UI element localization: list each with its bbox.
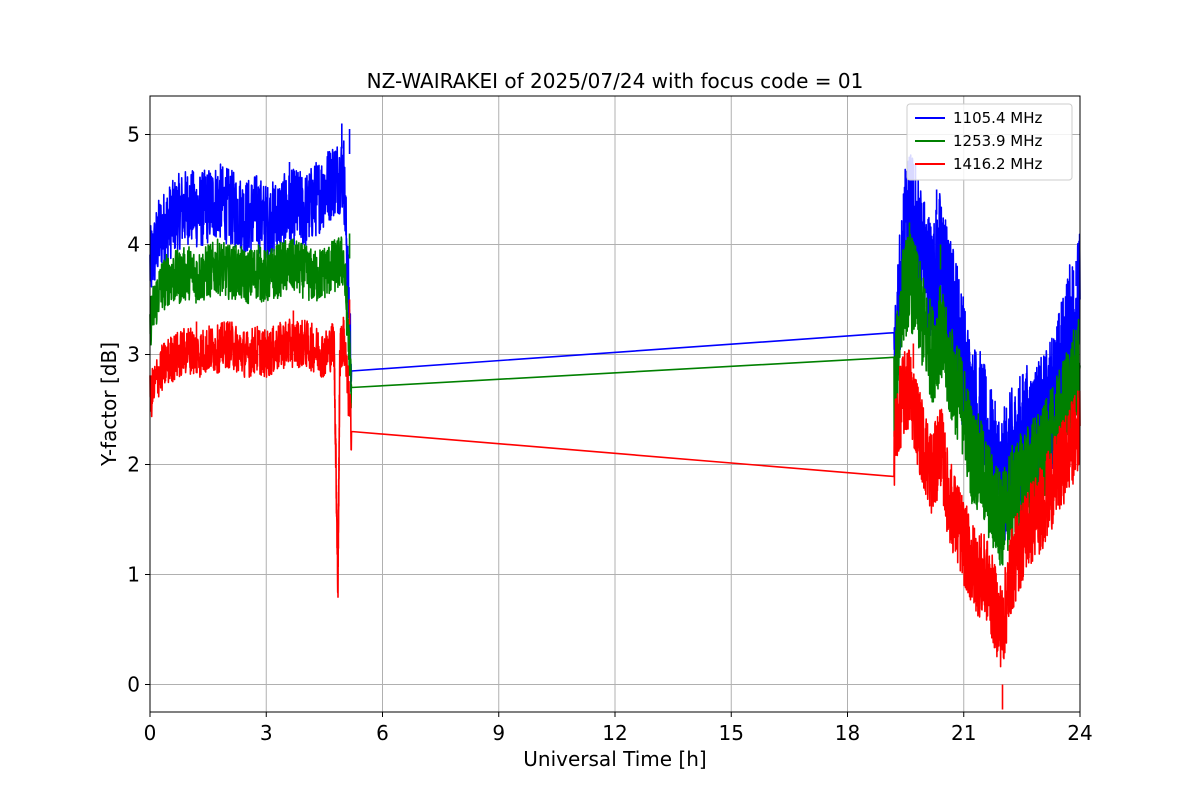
x-axis: 0 3 6 9 12 15 18 21 24 bbox=[144, 712, 1093, 745]
x-tick-label-0: 0 bbox=[144, 721, 157, 745]
x-tick-label-4: 12 bbox=[602, 721, 627, 745]
y-axis-label: Y-factor [dB] bbox=[97, 342, 121, 467]
legend: 1105.4 MHz 1253.9 MHz 1416.2 MHz bbox=[906, 103, 1073, 181]
x-axis-label: Universal Time [h] bbox=[523, 747, 706, 771]
y-tick-label-5: 5 bbox=[127, 123, 140, 147]
y-tick-label-1: 1 bbox=[127, 563, 140, 587]
x-tick-label-3: 9 bbox=[492, 721, 505, 745]
legend-label-0: 1105.4 MHz bbox=[953, 109, 1042, 127]
plot-area bbox=[149, 123, 1081, 710]
series-line-2 bbox=[149, 316, 1081, 668]
y-tick-label-4: 4 bbox=[127, 233, 140, 257]
x-tick-label-1: 3 bbox=[260, 721, 273, 745]
legend-label-2: 1416.2 MHz bbox=[953, 155, 1042, 173]
legend-label-1: 1253.9 MHz bbox=[953, 132, 1042, 150]
x-tick-label-6: 18 bbox=[835, 721, 860, 745]
x-tick-label-2: 6 bbox=[376, 721, 389, 745]
y-tick-label-2: 2 bbox=[127, 453, 140, 477]
x-tick-label-8: 24 bbox=[1067, 721, 1092, 745]
x-tick-label-7: 21 bbox=[951, 721, 976, 745]
chart-title: NZ-WAIRAKEI of 2025/07/24 with focus cod… bbox=[367, 69, 864, 93]
y-tick-label-3: 3 bbox=[127, 343, 140, 367]
x-tick-label-5: 15 bbox=[719, 721, 744, 745]
y-tick-label-0: 0 bbox=[127, 673, 140, 697]
y-axis: 0 1 2 3 4 5 bbox=[127, 123, 150, 697]
legend-box bbox=[906, 103, 1073, 181]
